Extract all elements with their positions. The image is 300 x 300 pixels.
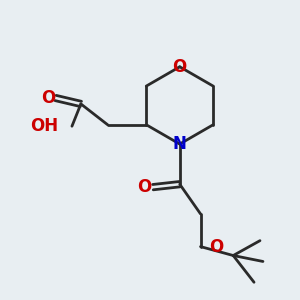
Text: O: O bbox=[209, 238, 223, 256]
Text: O: O bbox=[41, 89, 55, 107]
Text: OH: OH bbox=[31, 117, 58, 135]
Text: O: O bbox=[172, 58, 187, 76]
Text: O: O bbox=[137, 178, 152, 196]
Text: N: N bbox=[173, 135, 187, 153]
